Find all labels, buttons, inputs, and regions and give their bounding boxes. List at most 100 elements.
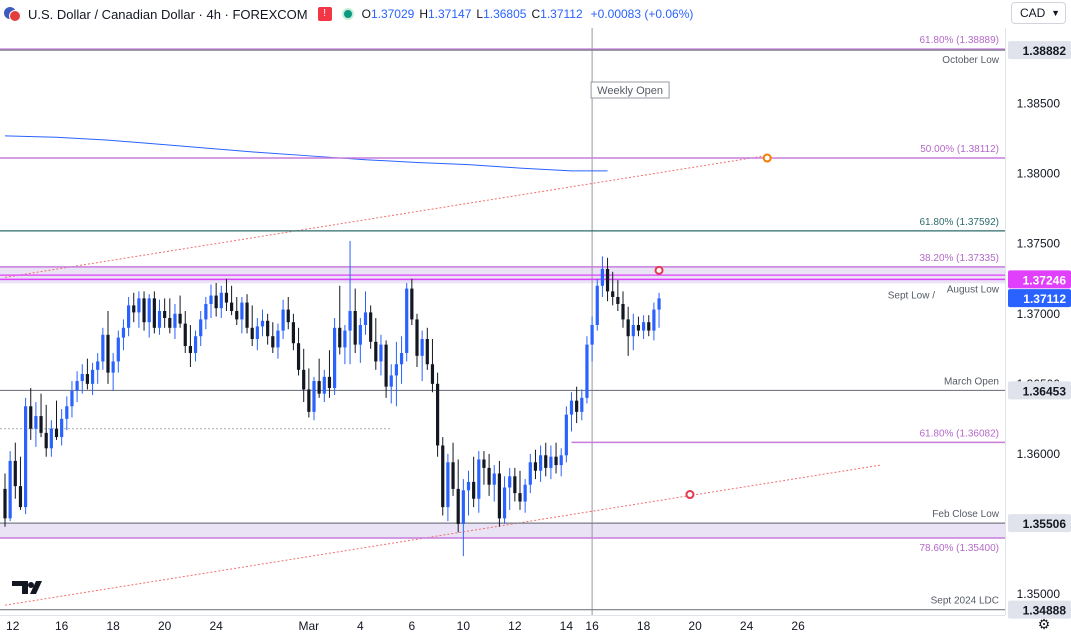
- candle: [70, 381, 74, 418]
- price-badge-bg: [1008, 270, 1071, 289]
- candle: [90, 362, 95, 396]
- price-badge-text: 1.34888: [1023, 604, 1067, 618]
- candle: [647, 315, 651, 337]
- candle-body: [163, 310, 167, 318]
- candle-body: [394, 364, 398, 376]
- symbol-title[interactable]: U.S. Dollar / Canadian Dollar · 4h · FOR…: [28, 6, 308, 22]
- candle: [580, 389, 584, 421]
- candle-body: [508, 476, 512, 488]
- level-label-9: 78.60% (1.35400): [919, 543, 999, 554]
- candle: [657, 292, 661, 328]
- candle: [595, 278, 599, 331]
- ohlc-low-value: 1.36805: [483, 7, 527, 21]
- candle: [482, 451, 486, 485]
- price-badge-text: 1.37246: [1023, 273, 1067, 287]
- candle: [276, 323, 280, 359]
- y-axis[interactable]: 1.385001.380001.375001.370001.365001.360…: [1005, 28, 1071, 619]
- candle: [585, 336, 589, 404]
- candle: [127, 296, 131, 337]
- currency-select[interactable]: CAD ▼: [1011, 2, 1066, 24]
- plot-area[interactable]: [0, 28, 1005, 615]
- ohlc-change: +0.00083 (+0.06%): [590, 7, 694, 21]
- candle: [492, 465, 496, 502]
- candle-body: [132, 305, 136, 313]
- candle-body: [482, 459, 486, 468]
- candle-body: [636, 325, 641, 331]
- candle: [168, 298, 172, 334]
- y-tick-label-2: 1.37500: [1017, 237, 1061, 251]
- candle-body: [322, 376, 326, 394]
- candle-body: [590, 325, 594, 345]
- price-badge-3: 1.36453: [1008, 381, 1071, 400]
- candle-body: [523, 484, 527, 502]
- candle: [65, 396, 69, 431]
- candle: [497, 460, 501, 527]
- price-badge-bg: [1008, 381, 1071, 400]
- candle: [559, 448, 563, 477]
- price-badge-5: 1.34888: [1008, 600, 1071, 619]
- candle-body: [642, 322, 646, 331]
- candle-body: [595, 285, 599, 326]
- level-label-3: 61.80% (1.37592): [919, 217, 999, 228]
- candle: [399, 336, 404, 384]
- price-badge-text: 1.35506: [1023, 517, 1067, 531]
- candle: [240, 296, 244, 334]
- candle-body: [575, 400, 579, 412]
- candle-body: [183, 323, 187, 347]
- candle: [291, 313, 295, 351]
- candle-body: [296, 343, 301, 370]
- level-label-8: Feb Close Low: [932, 509, 999, 520]
- market-status-icon[interactable]: [341, 8, 354, 20]
- x-tick-label-4: 24: [209, 619, 223, 633]
- candle-body: [533, 462, 538, 471]
- candle-body: [168, 317, 172, 328]
- tradingview-logo: [12, 581, 42, 594]
- candle-body: [260, 320, 265, 327]
- candle: [34, 402, 38, 447]
- candle: [85, 358, 89, 390]
- price-badge-bg: [1008, 514, 1071, 533]
- candle: [652, 302, 656, 341]
- candle: [425, 327, 429, 370]
- candle-body: [652, 309, 656, 331]
- candle: [224, 278, 229, 311]
- candle-body: [49, 428, 53, 449]
- ohlc-open: O1.37029: [362, 7, 415, 21]
- gear-icon[interactable]: ⚙: [1037, 616, 1051, 632]
- candle: [214, 282, 218, 317]
- candle-body: [528, 462, 532, 485]
- candle: [111, 353, 115, 391]
- candle: [250, 305, 254, 347]
- candle: [513, 467, 517, 502]
- x-axis[interactable]: 12 16 18 20 24 Mar 4 6 10 12 14 16 18 20 24 26: [0, 615, 1005, 633]
- candles-layer: [3, 240, 661, 557]
- candle-body: [8, 460, 12, 519]
- candle-body: [363, 312, 368, 326]
- candle: [446, 453, 450, 522]
- x-tick-label-8: 10: [457, 619, 471, 633]
- warning-icon[interactable]: !: [317, 7, 332, 21]
- price-badge-4: 1.35506: [1008, 514, 1071, 533]
- candle-body: [18, 486, 23, 508]
- candle-body: [436, 383, 440, 446]
- candle: [518, 470, 522, 510]
- candle-body: [657, 298, 661, 310]
- candle: [75, 371, 79, 403]
- candle: [29, 388, 33, 440]
- candle: [245, 294, 249, 334]
- weekly-open-label: Weekly Open: [590, 81, 670, 99]
- candle: [209, 284, 213, 318]
- candle-body: [569, 400, 574, 415]
- level-label-0: 61.80% (1.38889): [919, 35, 999, 46]
- ohlc-close: C1.37112: [531, 7, 582, 21]
- candle-body: [477, 459, 481, 499]
- candle: [296, 327, 301, 376]
- candle: [389, 364, 393, 404]
- level-label-6: March Open: [944, 376, 999, 387]
- candle-body: [343, 330, 347, 348]
- candle: [544, 442, 548, 477]
- candle-body: [75, 381, 79, 391]
- candle: [157, 299, 162, 335]
- candle: [327, 350, 332, 398]
